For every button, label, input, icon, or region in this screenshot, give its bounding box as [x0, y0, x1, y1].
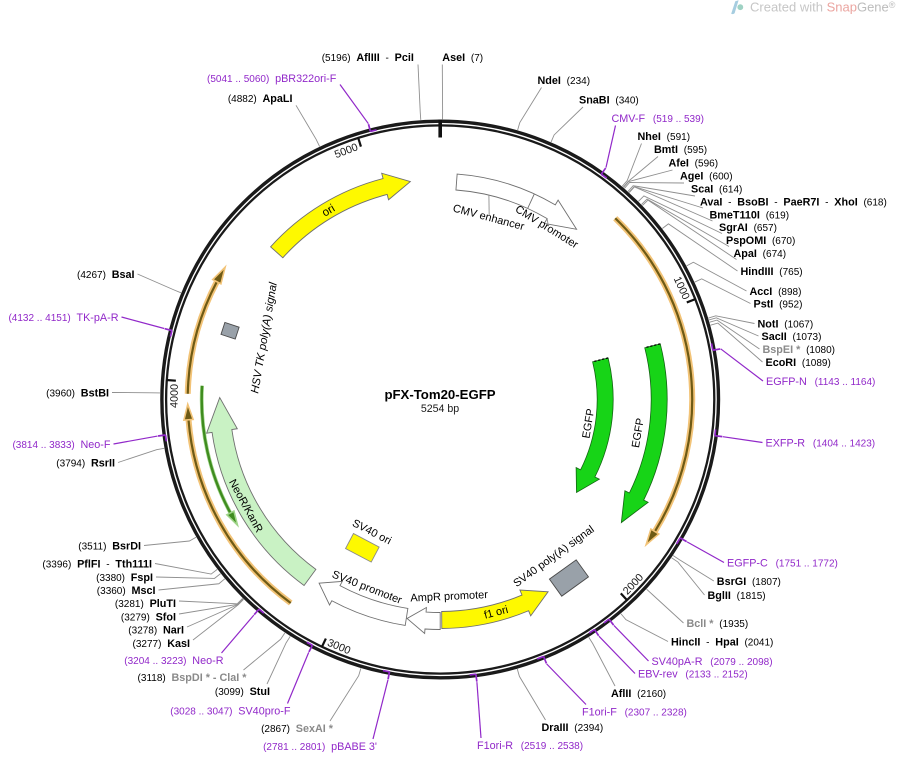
svg-text:4000: 4000	[169, 384, 181, 408]
svg-text:BmeT110I (619): BmeT110I (619)	[710, 210, 790, 222]
svg-text:AseI (7): AseI (7)	[442, 52, 483, 64]
svg-text:BglII (1815): BglII (1815)	[708, 590, 766, 602]
svg-text:(3204 .. 3223) Neo-R: (3204 .. 3223) Neo-R	[124, 655, 223, 667]
svg-text:CMV-F (519 .. 539): CMV-F (519 .. 539)	[612, 113, 705, 125]
svg-text:pFX-Tom20-EGFP: pFX-Tom20-EGFP	[384, 387, 495, 402]
svg-text:F1ori-F (2307 .. 2328): F1ori-F (2307 .. 2328)	[582, 707, 687, 719]
svg-text:BspEI * (1080): BspEI * (1080)	[763, 344, 836, 356]
svg-text:HincII - HpaI (2041): HincII - HpaI (2041)	[671, 637, 773, 649]
svg-text:PspOMI (670): PspOMI (670)	[726, 235, 795, 247]
svg-text:EGFP-C (1751 .. 1772): EGFP-C (1751 .. 1772)	[727, 558, 838, 570]
svg-text:EcoRI (1089): EcoRI (1089)	[766, 357, 831, 369]
svg-text:(3960) BstBI: (3960) BstBI	[46, 388, 109, 400]
svg-text:ApaI (674): ApaI (674)	[734, 248, 787, 260]
svg-text:F1ori-R (2519 .. 2538): F1ori-R (2519 .. 2538)	[477, 740, 583, 752]
svg-text:(2781 .. 2801) pBABE 3': (2781 .. 2801) pBABE 3'	[263, 741, 377, 753]
svg-text:(3279) SfoI: (3279) SfoI	[121, 612, 176, 624]
svg-text:SnaBI (340): SnaBI (340)	[579, 95, 639, 107]
svg-text:DraIII (2394): DraIII (2394)	[542, 722, 604, 734]
svg-text:PstI (952): PstI (952)	[754, 299, 803, 311]
svg-text:(3360) MscI: (3360) MscI	[97, 585, 156, 597]
svg-text:ScaI (614): ScaI (614)	[691, 184, 742, 196]
svg-text:(3118) BspDI * - ClaI *: (3118) BspDI * - ClaI *	[138, 672, 248, 684]
svg-text:(3380) FspI: (3380) FspI	[96, 572, 153, 584]
svg-text:AgeI (600): AgeI (600)	[680, 171, 733, 183]
svg-text:(2867) SexAI *: (2867) SexAI *	[261, 723, 334, 735]
svg-text:NotI (1067): NotI (1067)	[758, 319, 814, 331]
svg-text:SV40pA-R (2079 .. 2098): SV40pA-R (2079 .. 2098)	[652, 656, 773, 668]
svg-text:NdeI (234): NdeI (234)	[538, 75, 591, 87]
svg-text:EBV-rev (2133 .. 2152): EBV-rev (2133 .. 2152)	[638, 669, 748, 681]
svg-text:(3814 .. 3833) Neo-F: (3814 .. 3833) Neo-F	[12, 439, 110, 451]
svg-text:(3794) RsrII: (3794) RsrII	[56, 458, 115, 470]
svg-text:AfeI (596): AfeI (596)	[669, 158, 719, 170]
svg-text:(3277) KasI: (3277) KasI	[133, 638, 191, 650]
svg-text:5254 bp: 5254 bp	[421, 403, 459, 415]
svg-text:(3281) PluTI: (3281) PluTI	[115, 598, 176, 610]
svg-text:BmtI (595): BmtI (595)	[654, 144, 707, 156]
svg-text:(4267) BsaI: (4267) BsaI	[77, 269, 135, 281]
svg-text:EXFP-R (1404 .. 1423): EXFP-R (1404 .. 1423)	[766, 438, 876, 450]
svg-text:(3396) PflFI - Tth111I: (3396) PflFI - Tth111I	[42, 559, 152, 571]
svg-text:NheI (591): NheI (591)	[638, 131, 691, 143]
svg-text:(3278) NarI: (3278) NarI	[128, 625, 184, 637]
svg-text:HindIII (765): HindIII (765)	[741, 266, 803, 278]
svg-text:BsrGI (1807): BsrGI (1807)	[717, 576, 781, 588]
svg-text:AccI (898): AccI (898)	[750, 286, 802, 298]
svg-text:(3028 .. 3047) SV40pro-F: (3028 .. 3047) SV40pro-F	[170, 706, 291, 718]
svg-text:BclI * (1935): BclI * (1935)	[687, 618, 749, 630]
svg-text:(5196) AflIII - PciI: (5196) AflIII - PciI	[322, 52, 414, 64]
svg-text:EGFP-N (1143 .. 1164): EGFP-N (1143 .. 1164)	[766, 376, 875, 388]
svg-text:(5041 .. 5060) pBR322ori-F: (5041 .. 5060) pBR322ori-F	[207, 73, 337, 85]
svg-text:AflII (2160): AflII (2160)	[611, 688, 666, 700]
svg-text:(3099) StuI: (3099) StuI	[215, 686, 270, 698]
svg-text:SacII (1073): SacII (1073)	[762, 331, 822, 343]
svg-text:Created with SnapGene®: Created with SnapGene®	[750, 0, 896, 15]
svg-text:(4132 .. 4151) TK-pA-R: (4132 .. 4151) TK-pA-R	[8, 312, 118, 324]
